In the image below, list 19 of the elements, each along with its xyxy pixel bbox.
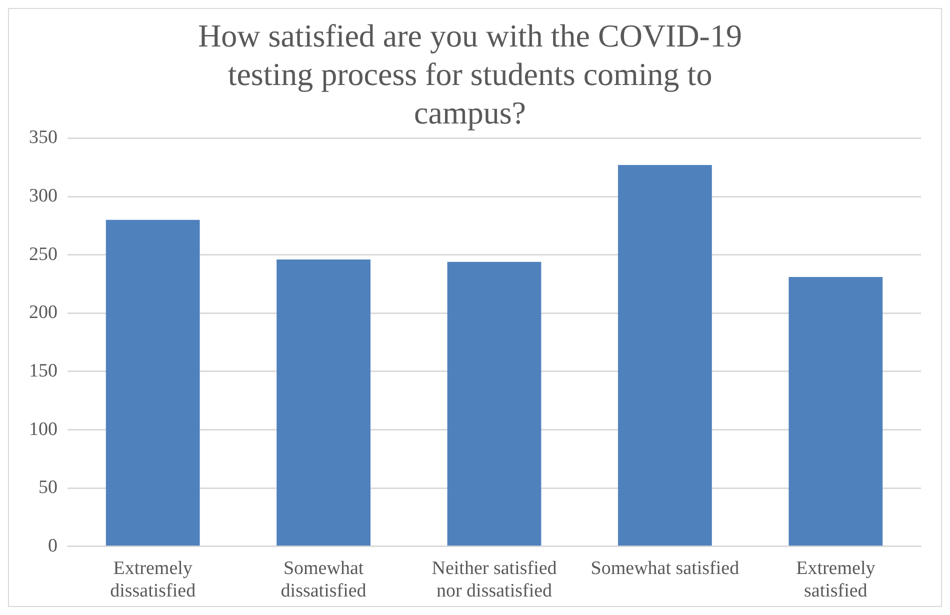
x-tick-label: Somewhat satisfied bbox=[590, 558, 740, 579]
y-tick-label: 300 bbox=[29, 186, 58, 206]
y-tick-label: 200 bbox=[29, 302, 58, 324]
bar bbox=[788, 276, 883, 546]
x-tick-label: Extremely satisfied bbox=[796, 558, 876, 602]
y-tick-label: 50 bbox=[38, 477, 58, 498]
bar bbox=[276, 259, 370, 546]
bar bbox=[106, 220, 200, 546]
y-tick-label: 0 bbox=[48, 535, 58, 556]
bar bbox=[618, 165, 712, 546]
x-tick-label: Extremely dissatisfied bbox=[110, 558, 196, 602]
y-tick-label: 250 bbox=[29, 244, 58, 265]
chart-title: How satisfied are you with the COVID-19 testing process for students coming to campus? bbox=[198, 18, 742, 130]
bar bbox=[447, 262, 542, 546]
y-tick-label: 350 bbox=[29, 127, 58, 148]
x-tick-label: Neither satisfied nor dissatisfied bbox=[432, 558, 558, 602]
x-tick-label: Somewhat dissatisfied bbox=[280, 558, 367, 602]
y-tick-label: 100 bbox=[29, 418, 58, 440]
y-tick-label: 150 bbox=[29, 360, 58, 382]
